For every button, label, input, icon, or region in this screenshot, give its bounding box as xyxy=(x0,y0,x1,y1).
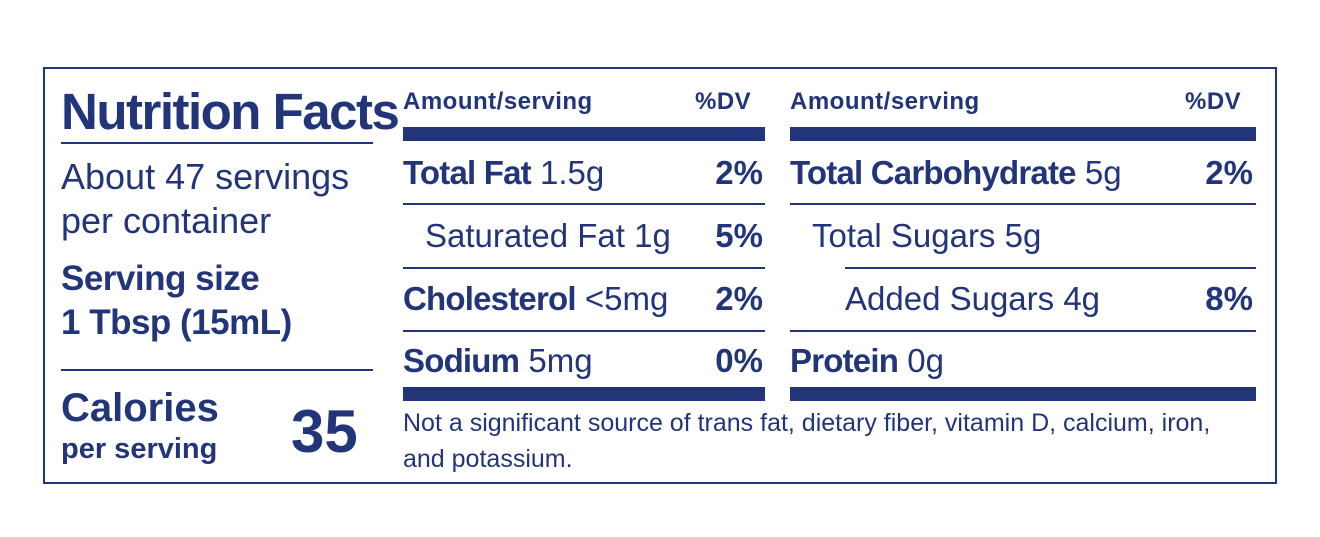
title-divider xyxy=(61,142,373,144)
calories-value: 35 xyxy=(291,398,358,465)
nutrient-name: Total Fat xyxy=(403,154,532,191)
nutrient-added-sugars: Added Sugars 4g xyxy=(845,279,1100,319)
nutrient-total-sugars: Total Sugars 5g xyxy=(812,216,1041,256)
nutrient-name: Protein xyxy=(790,342,899,379)
nutrient-amount: 1.5g xyxy=(540,154,605,191)
serving-size-value: 1 Tbsp (15mL) xyxy=(61,303,292,342)
right-dv-header: %DV xyxy=(1185,88,1242,115)
row-divider xyxy=(790,330,1256,332)
row-divider xyxy=(403,267,765,269)
dv-total-carbohydrate: 2% xyxy=(1205,154,1253,191)
dv-saturated-fat: 5% xyxy=(715,217,763,254)
nutrient-saturated-fat: Saturated Fat 1g xyxy=(425,216,671,256)
serving-size: Serving size 1 Tbsp (15mL) xyxy=(61,257,292,345)
servings-per-container: About 47 servings per container xyxy=(61,155,349,243)
nutrient-name: Added Sugars xyxy=(845,280,1055,317)
left-dv-header: %DV xyxy=(695,88,752,115)
serving-size-label: Serving size xyxy=(61,259,260,298)
nutrient-name: Cholesterol xyxy=(403,280,577,317)
nutrition-facts-label: Nutrition Facts About 47 servings per co… xyxy=(43,67,1277,484)
nutrient-name: Total Sugars xyxy=(812,217,996,254)
right-header-bar xyxy=(790,127,1256,141)
dv-cholesterol: 2% xyxy=(715,280,763,317)
calories-divider xyxy=(61,369,373,371)
nutrient-amount: 1g xyxy=(634,217,671,254)
servings-line-1: About 47 servings xyxy=(61,156,350,197)
dv-sodium: 0% xyxy=(715,342,763,379)
dv-total-fat: 2% xyxy=(715,154,763,191)
nutrient-amount: 5mg xyxy=(528,342,593,379)
right-amount-header: Amount/serving xyxy=(790,88,980,115)
nutrient-sodium: Sodium 5mg xyxy=(403,341,593,381)
nutrient-amount: 4g xyxy=(1063,280,1101,317)
nutrient-amount: 5g xyxy=(1004,217,1042,254)
calories-per-serving: per serving xyxy=(61,433,218,465)
nutrient-name: Total Carbohydrate xyxy=(790,154,1077,191)
left-header-bar xyxy=(403,127,765,141)
row-divider xyxy=(790,203,1256,205)
left-amount-header: Amount/serving xyxy=(403,88,593,115)
nutrient-amount: 0g xyxy=(907,342,944,379)
right-bottom-bar xyxy=(790,387,1256,401)
servings-line-2: per container xyxy=(61,200,272,241)
dv-added-sugars: 8% xyxy=(1205,280,1253,317)
nutrient-total-carbohydrate: Total Carbohydrate 5g xyxy=(790,153,1122,193)
nutrient-amount: <5mg xyxy=(584,280,669,317)
nutrient-total-fat: Total Fat 1.5g xyxy=(403,153,604,193)
nutrient-amount: 5g xyxy=(1084,154,1122,191)
nutrient-protein: Protein 0g xyxy=(790,341,944,381)
calories-label: Calories xyxy=(61,386,219,430)
row-divider xyxy=(403,330,765,332)
row-divider xyxy=(403,203,765,205)
left-bottom-bar xyxy=(403,387,765,401)
nutrient-name: Saturated Fat xyxy=(425,217,625,254)
row-divider-indented xyxy=(845,267,1256,269)
nutrient-cholesterol: Cholesterol <5mg xyxy=(403,279,668,319)
footnote: Not a significant source of trans fat, d… xyxy=(403,409,1211,473)
label-title: Nutrition Facts xyxy=(61,83,400,140)
nutrient-name: Sodium xyxy=(403,342,520,379)
